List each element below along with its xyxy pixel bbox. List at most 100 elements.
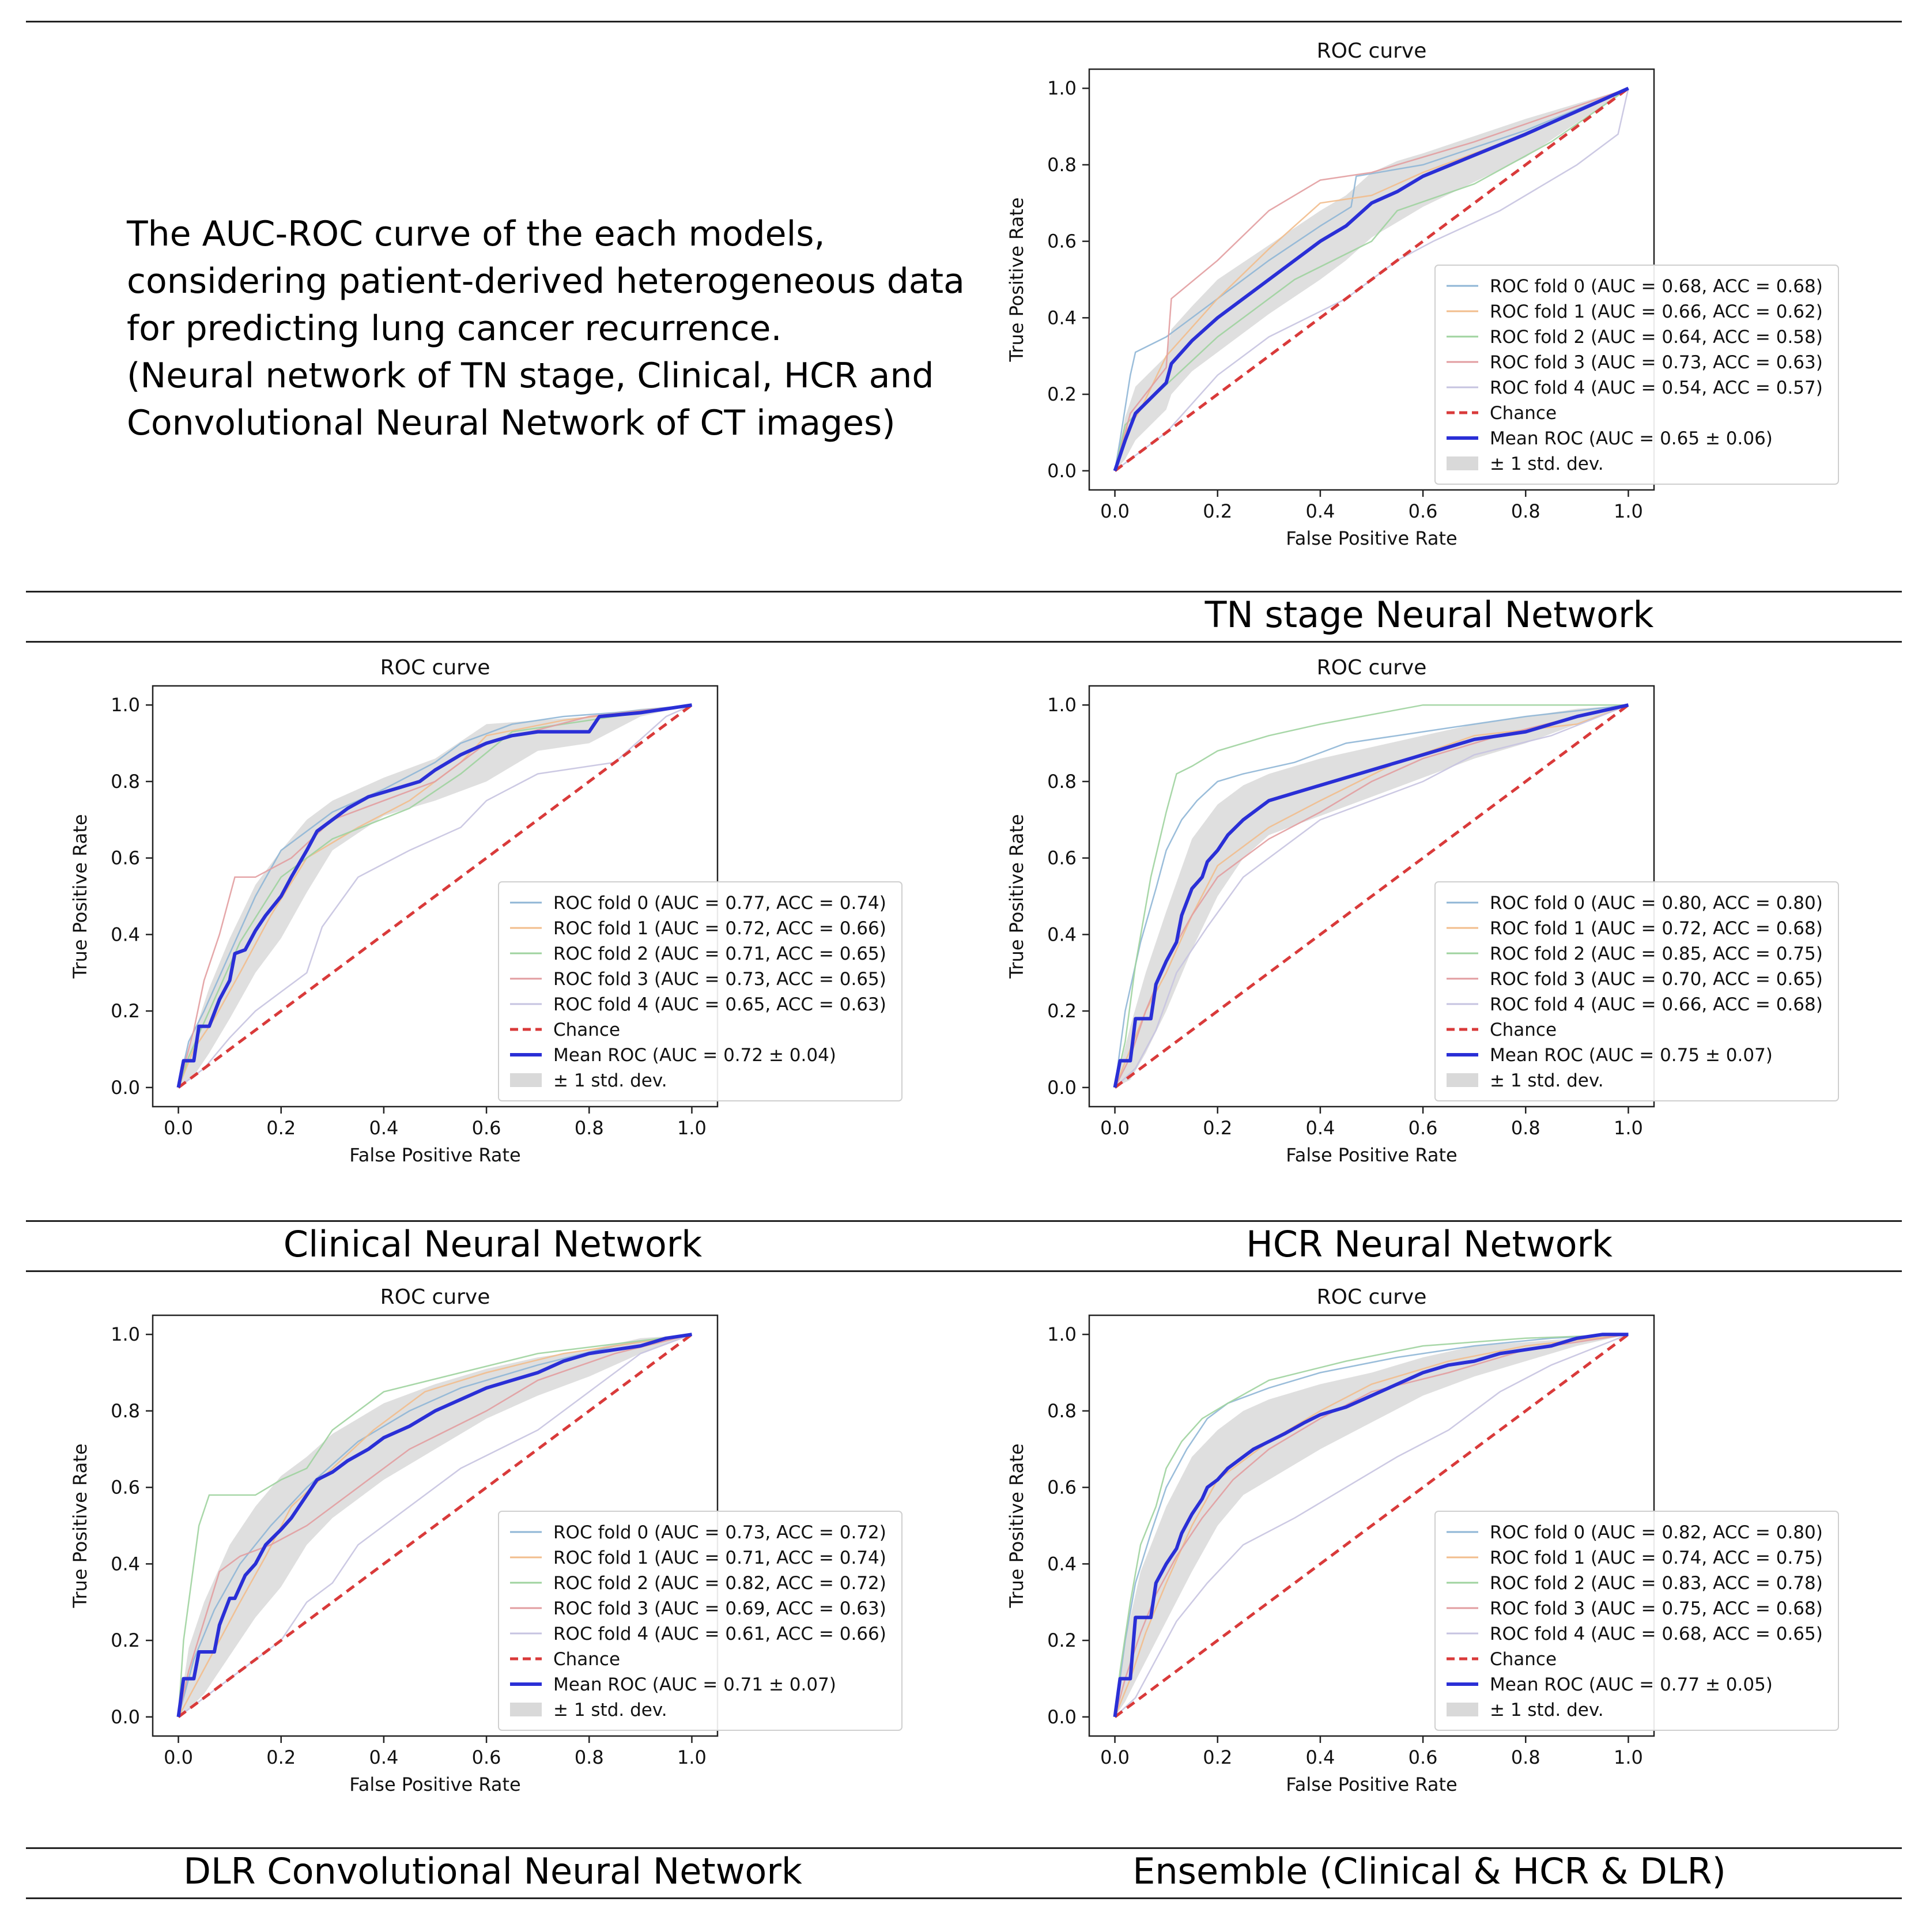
y-axis-label: True Positive Rate [1006, 197, 1028, 362]
x-tick-label: 0.6 [472, 1746, 501, 1768]
y-tick-label: 0.2 [111, 1629, 140, 1651]
x-tick-label: 1.0 [1614, 500, 1643, 522]
y-tick-label: 0.0 [1047, 1077, 1077, 1099]
legend-label: Mean ROC (AUC = 0.65 ± 0.06) [1490, 428, 1773, 449]
legend-label: ± 1 std. dev. [553, 1070, 667, 1091]
panel-title-ensemble: Ensemble (Clinical & HCR & DLR) [1132, 1850, 1726, 1892]
roc-fold-2-line [178, 1333, 692, 1717]
legend-label: ROC fold 2 (AUC = 0.64, ACC = 0.58) [1490, 327, 1823, 348]
legend-label: ROC fold 3 (AUC = 0.73, ACC = 0.65) [553, 969, 886, 990]
x-tick-label: 0.4 [369, 1117, 398, 1139]
roc-fold-1-line [178, 1333, 692, 1718]
chance-line [1114, 704, 1629, 1089]
panel-title-clinical: Clinical Neural Network [283, 1223, 703, 1265]
roc-fold-4-line [1114, 704, 1629, 1088]
roc-chart-hcr: ROC curve 0.0 0.0 0.2 0.2 0.4 0.4 0.6 0.6 0.8 0.8 1… [1006, 656, 1839, 1166]
legend-label: Mean ROC (AUC = 0.77 ± 0.05) [1490, 1674, 1773, 1695]
chart-title: ROC curve [380, 656, 490, 680]
roc-fold-4-line [178, 1334, 692, 1718]
legend-label: Mean ROC (AUC = 0.72 ± 0.04) [553, 1045, 836, 1066]
legend-label: Chance [1490, 403, 1557, 424]
legend-band-swatch [1447, 1703, 1478, 1716]
chart-title: ROC curve [1317, 1285, 1427, 1309]
y-tick-label: 0.2 [1047, 383, 1077, 405]
std-dev-band [1115, 705, 1629, 1088]
x-tick-label: 0.2 [1203, 1746, 1232, 1768]
y-tick-label: 0.6 [1047, 847, 1077, 869]
roc-fold-3-line [1114, 1333, 1629, 1718]
legend-label: ± 1 std. dev. [1490, 454, 1604, 474]
chance-line [178, 1333, 693, 1718]
x-tick-label: 0.8 [1511, 1117, 1540, 1139]
x-tick-label: 0.4 [369, 1746, 398, 1768]
roc-fold-3-line [178, 1333, 692, 1718]
roc-fold-4-line [178, 704, 693, 1088]
roc-fold-0-line [1114, 704, 1629, 1088]
x-tick-label: 0.4 [1305, 1746, 1335, 1768]
roc-chart-tn: ROC curve 0.0 0.0 0.2 0.2 0.4 0.4 0.6 0.6 0.8 0.8 1… [1006, 39, 1839, 549]
legend-label: ROC fold 2 (AUC = 0.83, ACC = 0.78) [1490, 1573, 1823, 1594]
caption-line: The AUC-ROC curve of the each models, [127, 214, 825, 254]
x-tick-label: 0.4 [1305, 1117, 1335, 1139]
roc-fold-0-line [178, 1333, 692, 1718]
y-tick-label: 0.0 [111, 1077, 140, 1099]
y-tick-label: 1.0 [1047, 77, 1077, 99]
x-tick-label: 0.2 [1203, 500, 1232, 522]
y-tick-label: 0.4 [111, 923, 140, 945]
legend-label: ROC fold 1 (AUC = 0.72, ACC = 0.66) [553, 918, 886, 939]
legend-box [1434, 881, 1839, 1101]
chart-title: ROC curve [1317, 656, 1427, 680]
y-tick-label: 0.8 [111, 771, 140, 793]
roc-fold-0-line [1114, 1333, 1629, 1717]
y-axis-label: True Positive Rate [69, 814, 91, 979]
rule-top [26, 21, 1902, 22]
x-tick-label: 0.8 [575, 1117, 604, 1139]
legend-label: ROC fold 4 (AUC = 0.68, ACC = 0.65) [1490, 1624, 1823, 1644]
legend-label: ± 1 std. dev. [553, 1700, 667, 1720]
x-axis-label: False Positive Rate [349, 1773, 520, 1795]
legend-label: Mean ROC (AUC = 0.75 ± 0.07) [1490, 1045, 1773, 1066]
legend-band-swatch [1447, 456, 1478, 470]
roc-fold-1-line [1114, 1333, 1629, 1718]
legend-label: ROC fold 1 (AUC = 0.66, ACC = 0.62) [1490, 301, 1823, 322]
legend-label: ROC fold 0 (AUC = 0.73, ACC = 0.72) [553, 1522, 886, 1543]
y-axis-label: True Positive Rate [69, 1443, 91, 1608]
std-dev-band [1115, 1334, 1629, 1717]
legend-label: ROC fold 4 (AUC = 0.61, ACC = 0.66) [553, 1624, 886, 1644]
x-axis-label: False Positive Rate [1286, 527, 1457, 549]
legend-label: Chance [1490, 1020, 1557, 1040]
x-tick-label: 0.2 [266, 1746, 296, 1768]
x-tick-label: 0.8 [575, 1746, 604, 1768]
legend-label: ROC fold 4 (AUC = 0.66, ACC = 0.68) [1490, 994, 1823, 1015]
x-tick-label: 0.6 [1409, 1746, 1438, 1768]
x-axis-label: False Positive Rate [349, 1144, 520, 1166]
caption-line: Convolutional Neural Network of CT image… [127, 403, 896, 443]
x-tick-label: 0.8 [1511, 1746, 1540, 1768]
y-tick-label: 0.4 [1047, 1553, 1077, 1575]
legend-label: ROC fold 4 (AUC = 0.65, ACC = 0.63) [553, 994, 886, 1015]
legend-label: ± 1 std. dev. [1490, 1070, 1604, 1091]
legend-label: ROC fold 4 (AUC = 0.54, ACC = 0.57) [1490, 378, 1823, 398]
legend-label: Chance [1490, 1649, 1557, 1670]
roc-chart-dlr: ROC curve 0.0 0.0 0.2 0.2 0.4 0.4 0.6 0.6 0.8 0.8 1… [69, 1285, 903, 1795]
x-tick-label: 0.0 [164, 1117, 193, 1139]
x-tick-label: 0.0 [164, 1746, 193, 1768]
y-tick-label: 0.0 [111, 1706, 140, 1728]
y-tick-label: 0.8 [1047, 154, 1077, 176]
rule-row1-bottom [26, 591, 1902, 593]
y-tick-label: 0.4 [1047, 307, 1077, 329]
legend-label: ROC fold 2 (AUC = 0.82, ACC = 0.72) [553, 1573, 886, 1594]
legend-label: ROC fold 1 (AUC = 0.71, ACC = 0.74) [553, 1548, 886, 1568]
mean-roc-line [1113, 1333, 1629, 1718]
x-tick-label: 0.4 [1305, 500, 1335, 522]
legend-label: ROC fold 2 (AUC = 0.71, ACC = 0.65) [553, 944, 886, 964]
y-tick-label: 0.8 [111, 1400, 140, 1422]
y-tick-label: 0.8 [1047, 771, 1077, 793]
y-tick-label: 0.2 [111, 1000, 140, 1022]
legend-box [498, 1511, 903, 1731]
y-tick-label: 0.2 [1047, 1629, 1077, 1651]
legend-box [1434, 265, 1839, 485]
roc-fold-4-line [1114, 1334, 1629, 1718]
legend-label: ROC fold 1 (AUC = 0.74, ACC = 0.75) [1490, 1548, 1823, 1568]
rule-row3-bottom [26, 1847, 1902, 1849]
